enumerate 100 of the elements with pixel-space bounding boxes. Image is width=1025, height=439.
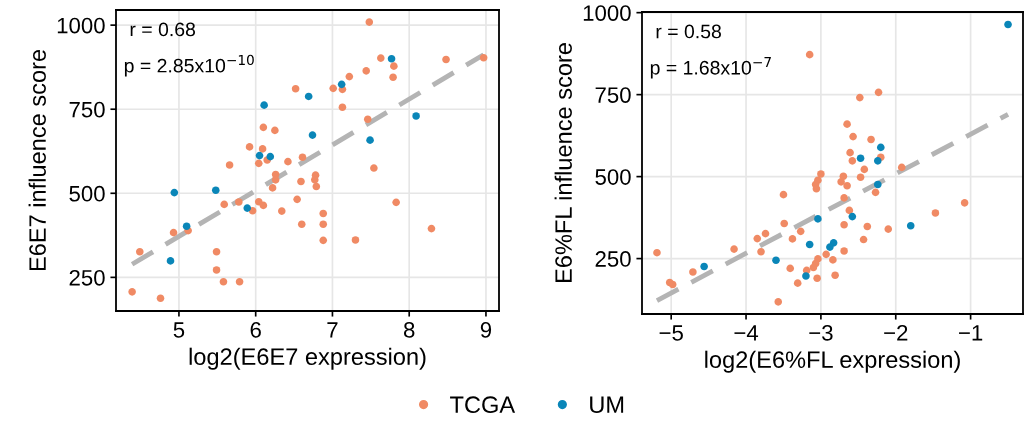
point	[235, 277, 244, 286]
point	[363, 115, 372, 124]
point	[1004, 20, 1012, 29]
y-tick-label: 1000	[583, 5, 631, 21]
point	[829, 256, 837, 264]
x-tick-label: −1	[959, 325, 983, 341]
point	[772, 256, 780, 265]
point	[259, 123, 268, 132]
point	[351, 236, 360, 244]
point	[220, 200, 229, 209]
legend-label: UM	[590, 396, 624, 414]
point	[906, 221, 915, 230]
point	[786, 264, 795, 273]
point	[796, 227, 805, 236]
y-tick-label: 1000	[57, 17, 105, 34]
point	[366, 136, 374, 144]
point	[271, 176, 280, 184]
point	[856, 93, 864, 102]
point	[387, 54, 396, 63]
point	[873, 157, 882, 165]
point	[235, 198, 243, 206]
point	[412, 112, 420, 120]
point	[259, 201, 268, 210]
point	[166, 257, 175, 265]
point	[169, 228, 178, 237]
point	[780, 219, 789, 228]
point	[822, 250, 830, 259]
point	[840, 247, 848, 255]
point	[871, 188, 880, 197]
point	[245, 143, 254, 151]
point	[805, 50, 814, 59]
annotation: r = 0.68	[130, 22, 196, 37]
y-tick-label: 250	[595, 251, 631, 267]
point	[856, 173, 865, 182]
point	[805, 240, 814, 249]
point	[840, 194, 848, 202]
point	[876, 143, 885, 152]
point	[826, 243, 834, 251]
x-axis-title: log2(E6%FL expression)	[705, 350, 960, 373]
point	[831, 271, 839, 280]
point	[479, 53, 488, 62]
point	[225, 161, 234, 169]
point	[788, 235, 797, 243]
x-axis-title: log2(E6E7 expression)	[189, 347, 426, 370]
point	[135, 248, 144, 256]
point	[212, 266, 221, 274]
point	[753, 234, 762, 243]
point	[859, 235, 868, 244]
point	[848, 212, 857, 221]
y-tick-label: 250	[69, 269, 105, 286]
point	[345, 72, 354, 81]
point	[362, 67, 371, 75]
point	[297, 220, 306, 229]
point	[319, 209, 328, 218]
point	[757, 247, 765, 256]
legend-label: TCGA	[450, 396, 516, 414]
point	[319, 220, 328, 229]
point	[843, 181, 851, 190]
point	[170, 188, 179, 197]
y-tick-label: 500	[595, 169, 631, 185]
point	[271, 126, 279, 135]
point	[298, 153, 307, 162]
point	[277, 207, 286, 215]
point	[779, 190, 788, 199]
x-tick-label: 9	[480, 322, 492, 338]
point	[700, 262, 708, 271]
point	[874, 88, 883, 97]
annotation: p = 2.85x10$^{−10}$	[124, 54, 254, 77]
point	[931, 209, 940, 217]
y-tick-label: 500	[69, 185, 105, 202]
x-tick-label: −4	[734, 325, 759, 341]
x-tick-label: 5	[173, 322, 185, 338]
point	[255, 151, 264, 160]
annotation: r = 0.58	[656, 24, 721, 39]
point	[837, 178, 845, 186]
point	[392, 198, 400, 207]
point	[846, 148, 854, 157]
point	[212, 248, 221, 256]
y-tick-label: 750	[69, 101, 105, 118]
point	[338, 103, 347, 111]
point	[370, 164, 378, 172]
point	[243, 204, 252, 212]
point	[653, 248, 661, 257]
point	[156, 294, 165, 303]
point	[809, 263, 818, 272]
point	[840, 221, 848, 229]
point	[254, 159, 263, 168]
x-tick-label: 8	[403, 322, 415, 338]
point	[802, 272, 810, 280]
point	[389, 73, 397, 82]
point	[730, 245, 738, 253]
point	[813, 274, 821, 283]
point	[284, 157, 292, 166]
point	[260, 101, 268, 109]
point	[960, 199, 969, 207]
x-tick-label: 7	[327, 322, 338, 338]
x-tick-label: −2	[884, 325, 908, 341]
point	[897, 163, 906, 172]
point	[337, 80, 346, 89]
point	[884, 225, 893, 233]
